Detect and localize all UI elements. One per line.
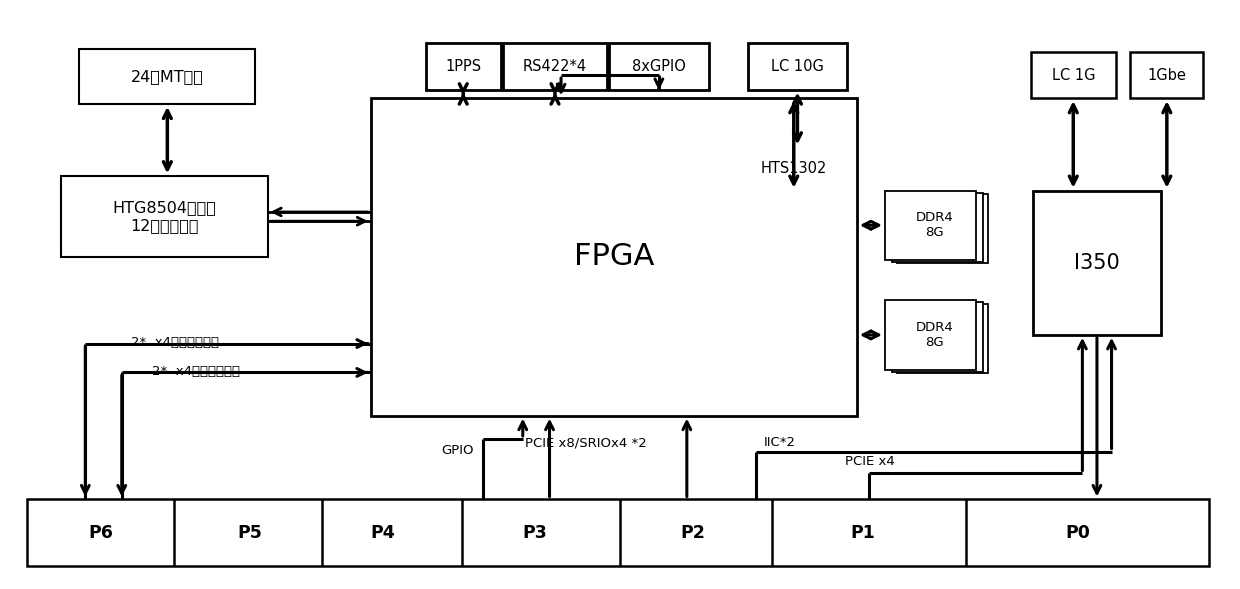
Bar	[893, 193, 983, 262]
Text: FPGA: FPGA	[574, 243, 655, 272]
Text: P4: P4	[371, 524, 396, 542]
Text: GPIO: GPIO	[441, 444, 474, 457]
Text: PCIE x4: PCIE x4	[844, 455, 894, 468]
Text: P2: P2	[681, 524, 706, 542]
Bar	[1131, 52, 1203, 98]
Text: IIC*2: IIC*2	[764, 436, 795, 449]
Bar	[79, 49, 255, 104]
Bar	[897, 304, 988, 373]
Bar	[1030, 52, 1116, 98]
Text: 2*  x4高速串行总线: 2* x4高速串行总线	[153, 365, 241, 378]
Text: LC 1G: LC 1G	[1052, 68, 1095, 82]
Text: HTS1302: HTS1302	[760, 161, 827, 177]
Text: 1Gbe: 1Gbe	[1147, 68, 1187, 82]
Text: DDR4
8G: DDR4 8G	[915, 321, 954, 349]
Text: P1: P1	[851, 524, 875, 542]
Bar	[885, 191, 976, 260]
Text: 1PPS: 1PPS	[445, 59, 481, 74]
Text: P3: P3	[522, 524, 547, 542]
Bar	[1033, 191, 1161, 335]
Bar	[425, 44, 501, 90]
Text: 2*  x4高速串行总线: 2* x4高速串行总线	[131, 336, 219, 349]
Text: DDR4
8G: DDR4 8G	[915, 211, 954, 239]
Text: LC 10G: LC 10G	[771, 59, 823, 74]
Text: I350: I350	[1074, 253, 1120, 273]
Text: HTG8504光模块
12路收发一体: HTG8504光模块 12路收发一体	[113, 200, 216, 233]
Bar	[61, 176, 268, 257]
Text: P6: P6	[89, 524, 114, 542]
Bar	[503, 44, 606, 90]
Bar	[748, 44, 847, 90]
Bar	[893, 302, 983, 372]
Text: P0: P0	[1065, 524, 1090, 542]
Bar	[739, 147, 848, 191]
Text: RS422*4: RS422*4	[523, 59, 587, 74]
Text: 8xGPIO: 8xGPIO	[632, 59, 686, 74]
Bar	[609, 44, 709, 90]
Text: PCIE x8/SRIOx4 *2: PCIE x8/SRIOx4 *2	[526, 436, 647, 449]
Bar	[897, 194, 988, 263]
Bar	[885, 300, 976, 369]
Bar	[27, 499, 1209, 566]
Bar	[371, 98, 857, 416]
Text: 24芯MT尾纤: 24芯MT尾纤	[131, 69, 203, 84]
Text: P5: P5	[237, 524, 262, 542]
